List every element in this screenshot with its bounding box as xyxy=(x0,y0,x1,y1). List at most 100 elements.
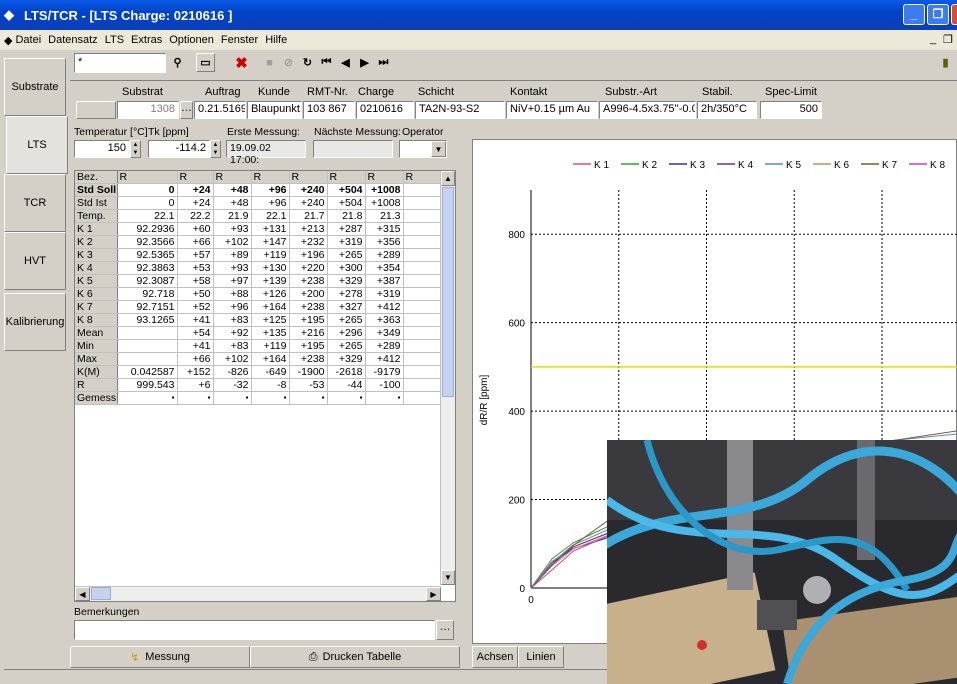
stabil-field[interactable]: 2h/350°C xyxy=(697,101,757,119)
table-cell[interactable]: +238 xyxy=(289,300,328,315)
scroll-down-icon[interactable]: ▼ xyxy=(441,570,455,585)
column-header[interactable]: R xyxy=(117,171,178,185)
table-cell[interactable]: 21.9 xyxy=(213,209,252,224)
table-cell[interactable]: +164 xyxy=(251,300,290,315)
table-cell[interactable]: +60 xyxy=(177,222,214,237)
tk-field[interactable]: -114.2 xyxy=(148,140,210,158)
table-cell[interactable]: 22.1 xyxy=(251,209,290,224)
spec-limit-field[interactable]: 500 xyxy=(760,101,822,119)
table-cell[interactable] xyxy=(403,274,442,289)
table-cell[interactable]: 92.7151 xyxy=(117,300,178,315)
table-cell[interactable]: -8 xyxy=(251,378,290,393)
menu-fenster[interactable]: Fenster xyxy=(220,34,259,46)
table-cell[interactable] xyxy=(403,183,442,198)
table-cell[interactable]: +1008 xyxy=(365,183,404,198)
table-cell[interactable]: ▪ xyxy=(251,391,290,406)
table-cell[interactable]: +238 xyxy=(289,352,328,367)
table-cell[interactable] xyxy=(117,339,178,354)
kunde-field[interactable]: Blaupunkt xyxy=(247,101,302,119)
table-cell[interactable] xyxy=(403,196,442,211)
table-cell[interactable]: +53 xyxy=(177,261,214,276)
chevron-down-icon[interactable]: ▼ xyxy=(431,141,446,157)
table-cell[interactable]: -100 xyxy=(365,378,404,393)
table-cell[interactable]: -1900 xyxy=(289,365,328,380)
table-cell[interactable]: -826 xyxy=(213,365,252,380)
table-cell[interactable]: 22.2 xyxy=(177,209,214,224)
table-cell[interactable]: 93.1265 xyxy=(117,313,178,328)
table-cell[interactable]: 92.3863 xyxy=(117,261,178,276)
table-cell[interactable]: 21.3 xyxy=(365,209,404,224)
table-cell[interactable]: -649 xyxy=(251,365,290,380)
record-selector[interactable] xyxy=(76,101,116,119)
table-cell[interactable]: +504 xyxy=(327,196,366,211)
prev-record-icon[interactable]: ◀ xyxy=(341,57,350,69)
substrat-field[interactable]: 1308 xyxy=(117,101,179,119)
table-cell[interactable]: +327 xyxy=(327,300,366,315)
table-cell[interactable]: +354 xyxy=(365,261,404,276)
kontakt-field[interactable]: NiV+0.15 µm Au xyxy=(506,101,598,119)
table-cell[interactable]: +50 xyxy=(177,287,214,302)
table-cell[interactable]: +6 xyxy=(177,378,214,393)
table-cell[interactable]: +196 xyxy=(289,248,328,263)
table-cell[interactable]: +216 xyxy=(289,326,328,341)
table-cell[interactable]: ▪ xyxy=(365,391,404,406)
column-header[interactable]: R xyxy=(289,171,328,185)
table-cell[interactable] xyxy=(117,326,178,341)
table-cell[interactable]: +329 xyxy=(327,352,366,367)
table-cell[interactable]: +265 xyxy=(327,339,366,354)
substrat-browse-button[interactable]: … xyxy=(180,101,193,119)
temp-spinner[interactable]: ▲ ▼ xyxy=(130,140,141,158)
menu-datei[interactable]: Datei xyxy=(15,34,42,46)
table-cell[interactable] xyxy=(403,287,442,302)
table-cell[interactable]: ▪ xyxy=(177,391,214,406)
table-cell[interactable] xyxy=(403,378,442,393)
table-cell[interactable]: +265 xyxy=(327,313,366,328)
tab-tcr[interactable]: TCR xyxy=(4,174,66,232)
table-cell[interactable]: +126 xyxy=(251,287,290,302)
table-cell[interactable]: +97 xyxy=(213,274,252,289)
table-cell[interactable] xyxy=(403,209,442,224)
table-cell[interactable]: +363 xyxy=(365,313,404,328)
table-cell[interactable]: +135 xyxy=(251,326,290,341)
tab-hvt[interactable]: HVT xyxy=(4,232,66,290)
table-cell[interactable]: +213 xyxy=(289,222,328,237)
table-cell[interactable]: +48 xyxy=(213,183,252,198)
scroll-up-icon[interactable]: ▲ xyxy=(441,171,455,186)
table-cell[interactable]: +296 xyxy=(327,326,366,341)
remarks-field[interactable] xyxy=(74,620,435,640)
tab-lts[interactable]: LTS xyxy=(6,116,68,174)
table-cell[interactable]: -53 xyxy=(289,378,328,393)
close-button[interactable] xyxy=(951,4,957,25)
minimize-button[interactable]: _ xyxy=(903,4,925,25)
table-cell[interactable]: +88 xyxy=(213,287,252,302)
data-grid[interactable]: Bez. R R R R R R R R Std Soll 0 +24 +48 +96 +240 +504 +1… xyxy=(74,170,456,602)
table-cell[interactable]: +119 xyxy=(251,248,290,263)
table-cell[interactable]: +240 xyxy=(289,196,328,211)
mdi-minimize-button[interactable]: _ xyxy=(930,33,937,45)
scroll-right-icon[interactable]: ▶ xyxy=(426,587,441,601)
table-cell[interactable]: +504 xyxy=(327,183,366,198)
table-cell[interactable] xyxy=(403,300,442,315)
first-measurement-field[interactable]: 19.09.02 17:00: xyxy=(226,140,306,166)
search-input[interactable]: * xyxy=(74,53,166,73)
table-cell[interactable] xyxy=(403,261,442,276)
table-cell[interactable]: +349 xyxy=(365,326,404,341)
table-cell[interactable]: +41 xyxy=(177,313,214,328)
table-cell[interactable]: 92.2936 xyxy=(117,222,178,237)
table-cell[interactable]: +387 xyxy=(365,274,404,289)
table-cell[interactable]: +195 xyxy=(289,313,328,328)
cancel-icon[interactable]: ⊘ xyxy=(283,57,294,69)
tk-spinner[interactable]: ▲ ▼ xyxy=(210,140,221,158)
table-cell[interactable]: +265 xyxy=(327,248,366,263)
table-cell[interactable]: +278 xyxy=(327,287,366,302)
table-cell[interactable] xyxy=(403,313,442,328)
table-cell[interactable]: +300 xyxy=(327,261,366,276)
vertical-scrollbar[interactable]: ▲ ▼ xyxy=(440,171,455,585)
table-cell[interactable]: 21.8 xyxy=(327,209,366,224)
column-header[interactable]: R xyxy=(213,171,252,185)
refresh-icon[interactable]: ↻ xyxy=(302,57,313,69)
column-header[interactable]: R xyxy=(177,171,214,185)
menu-extras[interactable]: Extras xyxy=(131,34,163,46)
table-cell[interactable]: +329 xyxy=(327,274,366,289)
table-cell[interactable]: +83 xyxy=(213,313,252,328)
